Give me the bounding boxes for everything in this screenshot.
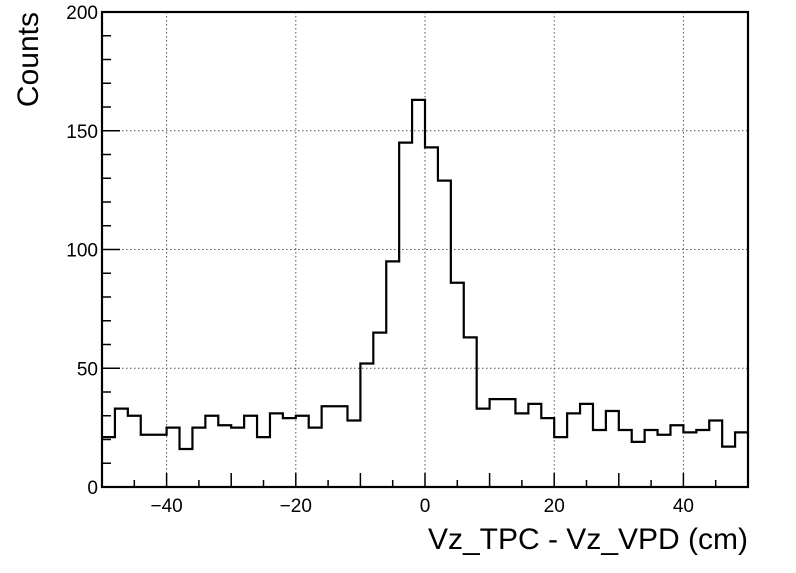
x-tick-label: −20 xyxy=(280,496,312,517)
x-tick-label: 20 xyxy=(544,496,565,517)
grid-lines xyxy=(102,11,748,487)
x-axis-label: Vz_TPC - Vz_VPD (cm) xyxy=(428,523,748,556)
y-tick-label: 50 xyxy=(77,359,98,380)
y-axis-label: Counts xyxy=(12,12,45,107)
y-axis: 0 50 100 150 200 xyxy=(66,3,120,499)
histogram-series xyxy=(102,98,748,451)
y-tick-label: 200 xyxy=(66,3,98,24)
y-tick-label: 0 xyxy=(87,478,98,499)
y-tick-label: 100 xyxy=(66,241,98,262)
x-tick-label: 40 xyxy=(673,496,694,517)
x-axis: −40 −20 0 20 40 xyxy=(133,473,717,517)
x-tick-label: 0 xyxy=(420,496,431,517)
x-tick-label: −40 xyxy=(150,496,182,517)
y-tick-label: 150 xyxy=(66,122,98,143)
